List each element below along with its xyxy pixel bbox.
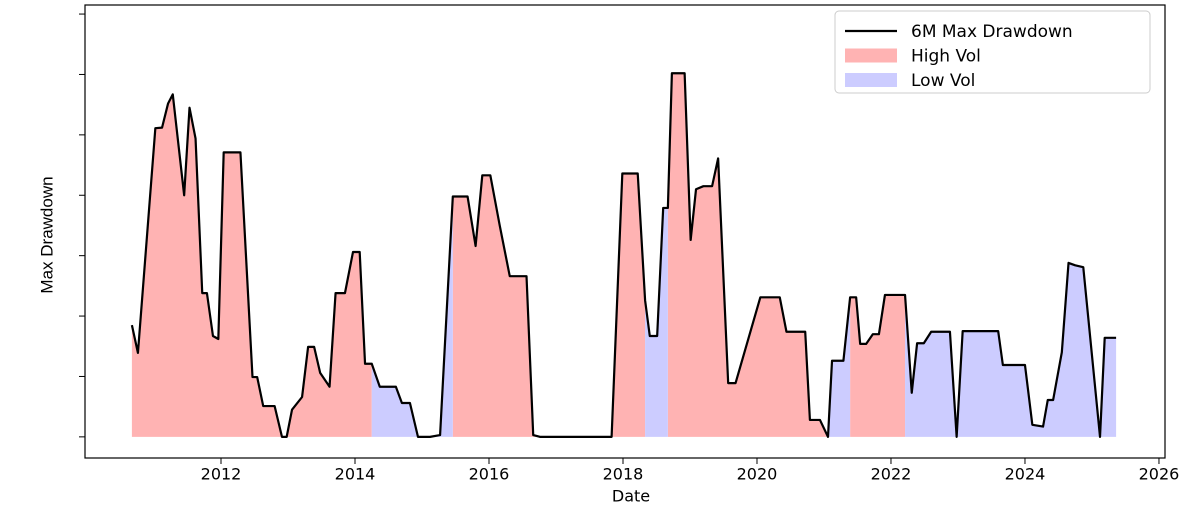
x-tick-label: 2020: [737, 465, 778, 484]
area-fill: [828, 297, 851, 437]
x-tick-label: 2016: [469, 465, 510, 484]
x-tick-label: 2018: [603, 465, 644, 484]
x-axis-label: Date: [612, 487, 650, 506]
x-tick-label: 2024: [1005, 465, 1046, 484]
area-fill: [452, 173, 646, 437]
area-fill: [905, 262, 1117, 437]
x-tick-label: 2014: [335, 465, 376, 484]
legend-label: Low Vol: [911, 71, 975, 91]
legend-swatch: [845, 48, 897, 63]
area-fill: [850, 294, 906, 437]
legend-swatch: [845, 73, 897, 87]
x-tick-label: 2026: [1139, 465, 1180, 484]
line: [130, 72, 1117, 438]
y-axis-label: Max Drawdown: [37, 176, 56, 293]
area-fill: [667, 73, 829, 437]
legend-box: [834, 10, 1151, 94]
x-tick-label: 2012: [201, 465, 242, 484]
x-tick-label: 2022: [871, 465, 912, 484]
legend-label: High Vol: [911, 47, 981, 67]
area-fill: [131, 94, 372, 437]
axes-frame: [84, 4, 1166, 459]
legend: 6M Max Drawdown High Vol Low Vol: [834, 10, 1151, 94]
plot-area: [130, 72, 1117, 438]
legend-label: 6M Max Drawdown: [911, 22, 1073, 42]
area-fill: [371, 196, 453, 437]
area-fill: [645, 207, 668, 437]
